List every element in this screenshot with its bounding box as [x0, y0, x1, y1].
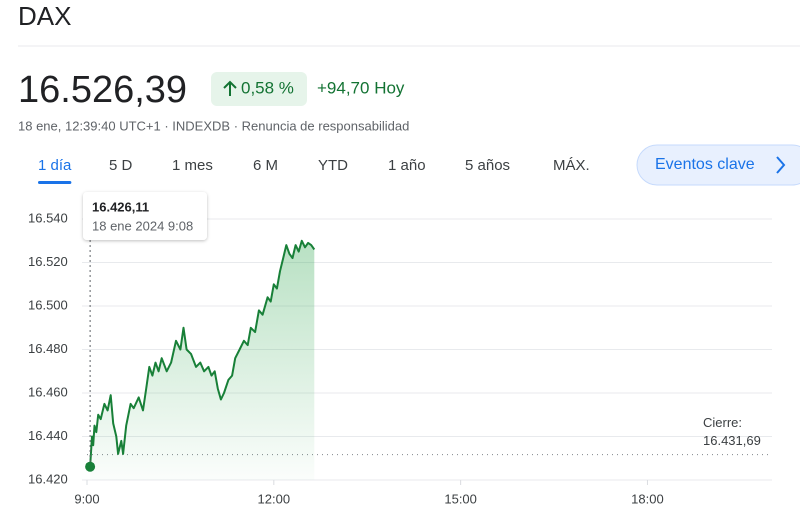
x-tick-label: 15:00: [444, 491, 477, 506]
y-tick-label: 16.520: [28, 254, 68, 269]
y-tick-label: 16.480: [28, 341, 68, 356]
tooltip-date: 18 ene 2024 9:08: [92, 218, 193, 233]
close-value: 16.431,69: [703, 433, 761, 448]
y-tick-label: 16.440: [28, 428, 68, 443]
tooltip-box: [83, 192, 207, 240]
tab[interactable]: 6 M: [253, 157, 278, 174]
area: [90, 240, 315, 480]
tab[interactable]: 5 años: [465, 157, 510, 174]
price: 16.526,39: [18, 69, 187, 111]
x-tick-label: 9:00: [74, 491, 99, 506]
chevron[interactable]: [776, 156, 786, 174]
tabs: 1 día 5 D 1 mes 6 M YTD 1 año 5 años MÁX.: [38, 157, 590, 184]
tab[interactable]: YTD: [318, 157, 348, 174]
hover-dot: [85, 461, 96, 472]
price-line: [89, 239, 316, 467]
tab[interactable]: 1 mes: [172, 157, 213, 174]
y-tick-label: 16.460: [28, 384, 68, 399]
x-tick-label: 18:00: [631, 491, 664, 506]
change-pill: [211, 72, 307, 106]
tab[interactable]: MÁX.: [553, 157, 590, 174]
tab[interactable]: 1 año: [388, 157, 426, 174]
x-tick-label: 12:00: [258, 491, 291, 506]
up-arrow: [223, 80, 237, 96]
y-tick-label: 16.500: [28, 297, 68, 312]
tab[interactable]: 5 D: [109, 157, 133, 174]
title: DAX: [18, 1, 71, 31]
key-events-button[interactable]: [636, 144, 800, 186]
chart: 16.420 16.440 16.460 16.480 16.500 16.520 16.5…: [28, 192, 772, 506]
tooltip-value: 16.426,11: [92, 199, 149, 214]
change-pct: 0,58 %: [241, 78, 294, 97]
meta: 18 ene, 12:39:40 UTC+1 · INDEXDB · Renun…: [18, 118, 409, 133]
tab-underline: [38, 181, 72, 184]
tab[interactable]: 1 día: [38, 157, 72, 174]
y-tick-label: 16.420: [28, 471, 68, 486]
close-label: Cierre:: [703, 415, 742, 430]
button-label[interactable]: Eventos clave: [655, 156, 755, 173]
change-abs: +94,70 Hoy: [317, 78, 405, 97]
y-tick-label: 16.540: [28, 210, 68, 225]
